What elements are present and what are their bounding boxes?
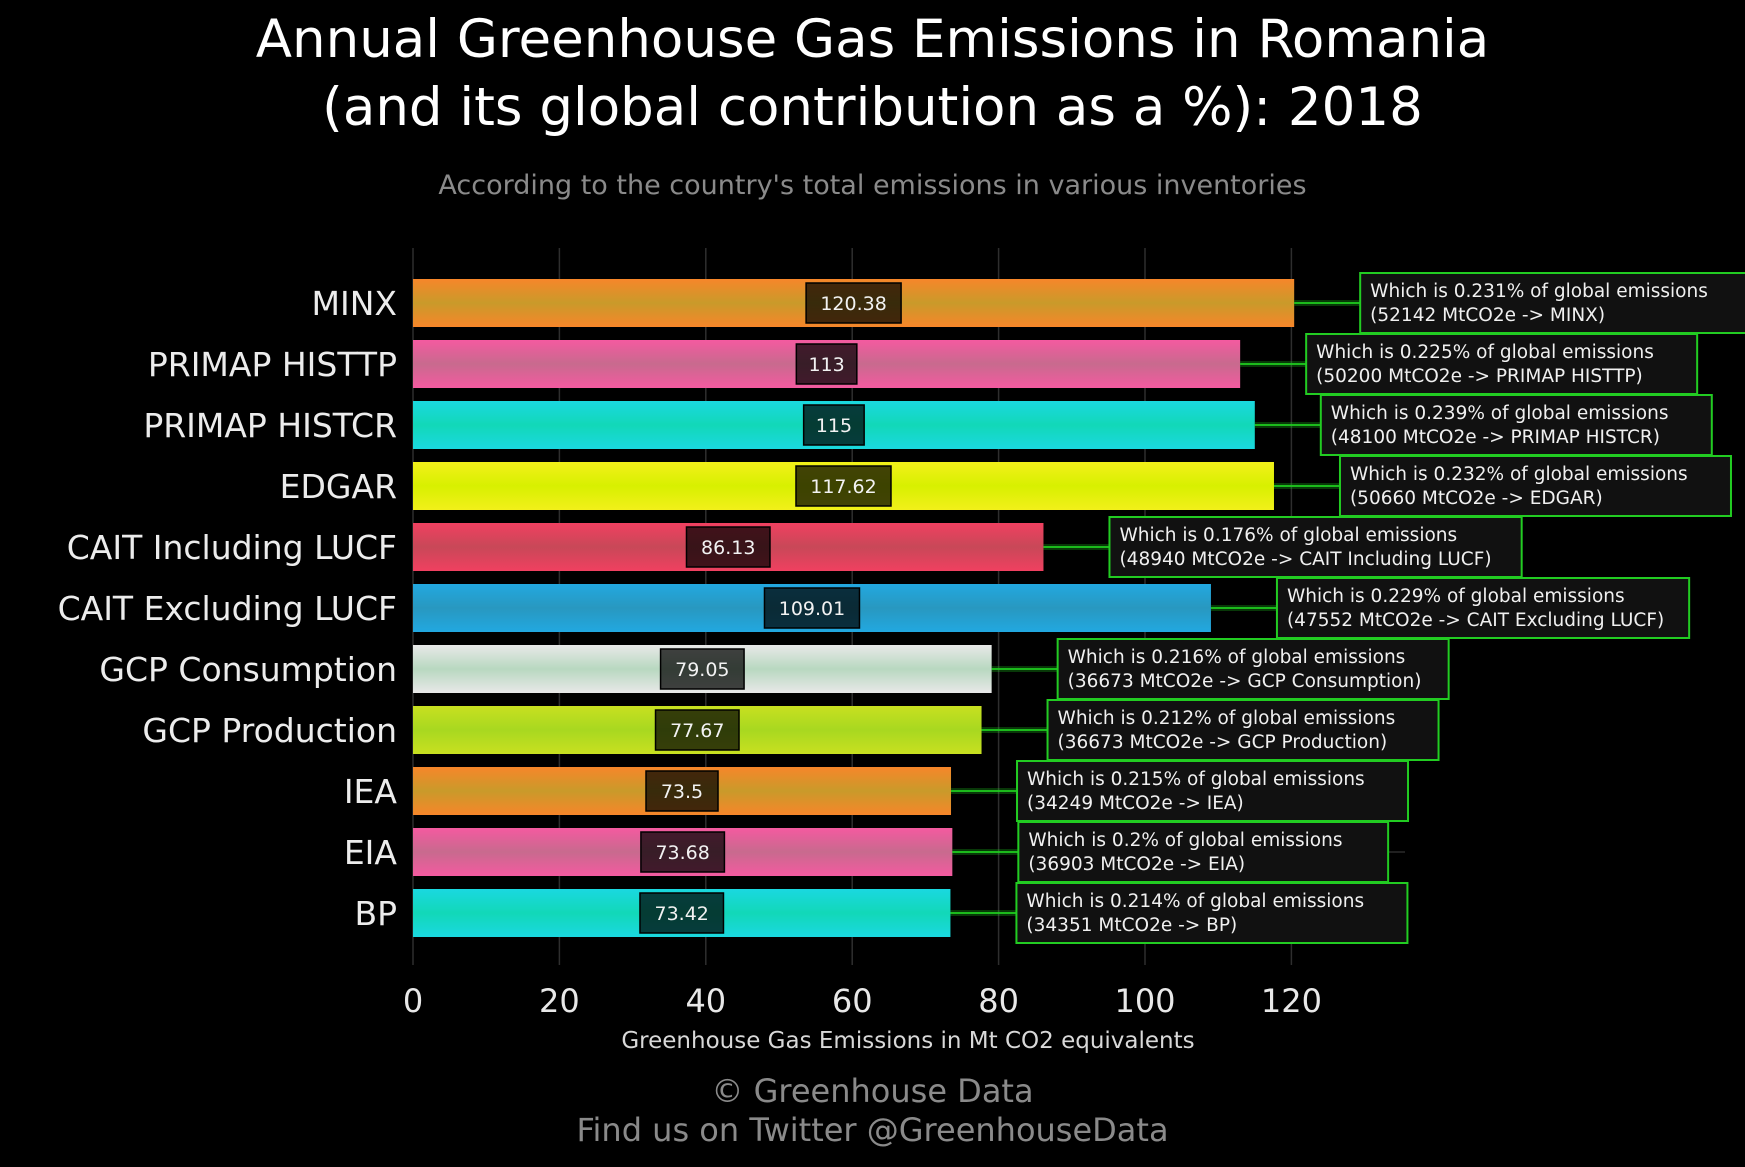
x-tick-label: 0 (403, 982, 423, 1020)
x-tick-label: 80 (978, 982, 1019, 1020)
annotation-line: Which is 0.214% of global emissions (1026, 891, 1364, 912)
annotation-line: Which is 0.215% of global emissions (1027, 769, 1365, 790)
annotation-line: (52142 MtCO2e -> MINX) (1370, 305, 1605, 326)
category-label: PRIMAP HISTTP (148, 345, 397, 384)
value-label: 79.05 (675, 659, 729, 681)
annotation-line: (36903 MtCO2e -> EIA) (1028, 854, 1245, 875)
x-tick-label: 100 (1114, 982, 1175, 1020)
value-label: 115 (816, 415, 852, 437)
chart-title-line: (and its global contribution as a %): 20… (322, 77, 1423, 138)
value-label-box (685, 526, 771, 568)
annotation-line: (34351 MtCO2e -> BP) (1026, 915, 1237, 936)
x-axis-ticks: 0 20 40 60 80 100 120 (403, 982, 1322, 1020)
annotation-line: (34249 MtCO2e -> IEA) (1027, 793, 1244, 814)
annotation-line: (50660 MtCO2e -> EDGAR) (1350, 488, 1603, 509)
category-label: EIA (344, 833, 398, 872)
value-label: 73.68 (655, 842, 709, 864)
chart-subtitle: According to the country's total emissio… (438, 170, 1307, 201)
x-tick-label: 60 (832, 982, 873, 1020)
annotation-box (1015, 882, 1409, 944)
annotation-line: Which is 0.176% of global emissions (1119, 525, 1457, 546)
annotation-box (1275, 577, 1691, 639)
annotation-line: (48100 MtCO2e -> PRIMAP HISTCR) (1331, 427, 1660, 448)
value-label: 109.01 (779, 598, 845, 620)
annotation-box (1108, 516, 1523, 578)
annotation-line: Which is 0.232% of global emissions (1350, 464, 1688, 485)
x-tick-label: 20 (539, 982, 580, 1020)
annotation-line: Which is 0.216% of global emissions (1068, 647, 1406, 668)
category-label: IEA (344, 772, 398, 811)
bars: 120.38 113 115 117.62 86.13 109.01 79.05 77.67 7… (413, 279, 1295, 937)
value-label: 113 (808, 354, 844, 376)
value-label: 73.42 (655, 903, 709, 925)
value-label-box (795, 343, 858, 385)
value-label-box (639, 892, 725, 934)
value-label-box (805, 282, 902, 324)
value-label: 120.38 (820, 293, 886, 315)
category-label: GCP Consumption (99, 650, 397, 689)
annotation-line: Which is 0.212% of global emissions (1058, 708, 1396, 729)
twitter-handle-text: Find us on Twitter @GreenhouseData (576, 1111, 1169, 1149)
category-label: MINX (312, 284, 398, 323)
value-label-box (654, 709, 740, 751)
category-label: GCP Production (142, 711, 397, 750)
category-label: EDGAR (280, 467, 397, 506)
value-label: 77.67 (670, 720, 724, 742)
footer: © Greenhouse Data Find us on Twitter @Gr… (0, 1072, 1745, 1150)
chart-title-line: Annual Greenhouse Gas Emissions in Roman… (255, 9, 1490, 70)
annotation-line: (47552 MtCO2e -> CAIT Excluding LUCF) (1287, 610, 1664, 631)
annotation-line: Which is 0.231% of global emissions (1370, 281, 1708, 302)
annotation-line: (50200 MtCO2e -> PRIMAP HISTTP) (1316, 366, 1643, 387)
x-axis-label: Greenhouse Gas Emissions in Mt CO2 equiv… (621, 1028, 1194, 1054)
category-labels: MINX PRIMAP HISTTP PRIMAP HISTCR EDGAR CAIT … (58, 284, 398, 933)
value-label-box (659, 648, 745, 690)
chart-title: Annual Greenhouse Gas Emissions in Roman… (0, 6, 1745, 142)
value-label-box (645, 770, 719, 812)
copyright-text: © Greenhouse Data (711, 1072, 1034, 1110)
annotation-line: Which is 0.229% of global emissions (1287, 586, 1625, 607)
annotation-line: Which is 0.239% of global emissions (1331, 403, 1669, 424)
value-label-box (640, 831, 726, 873)
value-label: 73.5 (661, 781, 703, 803)
annotation-line: (36673 MtCO2e -> GCP Consumption) (1068, 671, 1422, 692)
annotation-line: Which is 0.225% of global emissions (1316, 342, 1654, 363)
annotations: Which is 0.231% of global emissions (5214… (950, 272, 1745, 944)
category-label: BP (354, 894, 397, 933)
x-tick-label: 40 (685, 982, 726, 1020)
annotation-line: Which is 0.2% of global emissions (1028, 830, 1342, 851)
category-label: PRIMAP HISTCR (143, 406, 397, 445)
category-label: CAIT Including LUCF (67, 528, 397, 567)
value-label: 117.62 (810, 476, 876, 498)
annotation-box (1338, 455, 1732, 517)
value-label-box (763, 587, 861, 629)
x-tick-label: 120 (1261, 982, 1322, 1020)
value-label: 86.13 (701, 537, 755, 559)
annotation-line: (48940 MtCO2e -> CAIT Including LUCF) (1119, 549, 1491, 570)
annotation-box (1359, 272, 1745, 334)
annotation-box (1319, 394, 1713, 456)
value-label-box (795, 465, 892, 507)
annotation-box (1017, 821, 1390, 883)
annotation-box (1016, 760, 1410, 822)
annotation-box (1305, 333, 1699, 395)
annotation-line: (36673 MtCO2e -> GCP Production) (1058, 732, 1388, 753)
category-label: CAIT Excluding LUCF (58, 589, 397, 628)
value-label-box (802, 404, 865, 446)
